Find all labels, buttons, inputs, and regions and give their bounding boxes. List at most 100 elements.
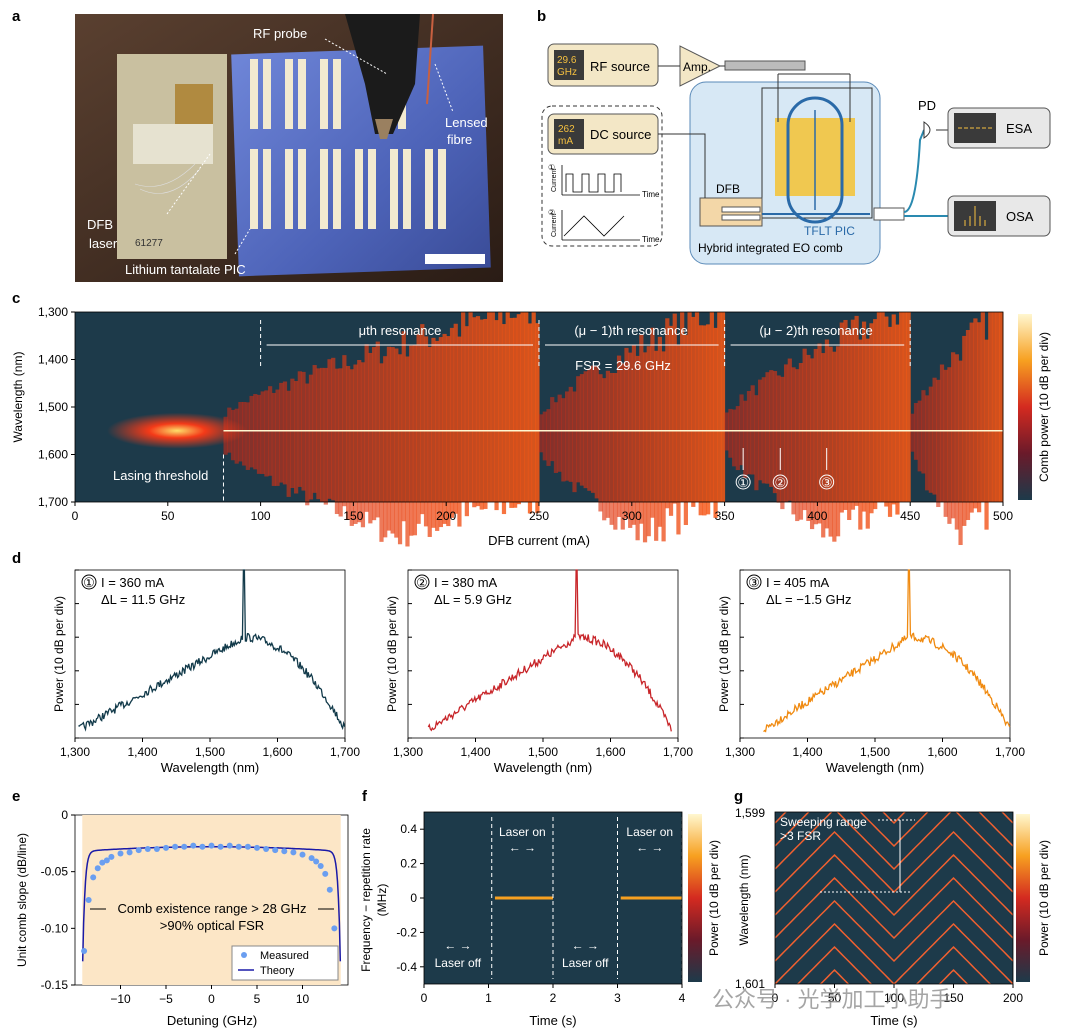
measured-point xyxy=(153,846,160,852)
time-label-2: Time xyxy=(642,235,660,244)
d-xtick: 1,700 xyxy=(330,745,360,759)
d-xtick: 1,600 xyxy=(595,745,625,759)
c-marker-label: ② xyxy=(774,475,786,490)
heatmap-column xyxy=(657,336,662,527)
measured-point xyxy=(126,849,133,856)
heatmap-column xyxy=(260,391,265,474)
heatmap-column xyxy=(509,317,514,508)
heatmap-column xyxy=(564,391,570,481)
d-current: I = 380 mA xyxy=(434,575,498,590)
heatmap-column xyxy=(490,312,495,502)
heatmap-column xyxy=(943,369,948,517)
measured-point xyxy=(272,847,279,854)
heatmap-column xyxy=(672,313,677,504)
heatmap-column xyxy=(397,354,403,545)
heatmap-column xyxy=(999,312,1004,502)
comb-line-trace xyxy=(775,812,1013,871)
d-xtick: 1,600 xyxy=(262,745,292,759)
mode2-marker: ② xyxy=(548,208,555,217)
heatmap-column xyxy=(275,389,280,486)
heatmap-column xyxy=(821,353,826,538)
label-lensed-2: fibre xyxy=(447,132,472,147)
heatmap-column xyxy=(297,371,302,487)
heatmap-column xyxy=(746,391,752,475)
laser-on-arrows: ← → xyxy=(636,841,663,855)
heatmap-column xyxy=(602,378,607,521)
heatmap-column xyxy=(453,323,458,514)
f-xtick: 0 xyxy=(421,991,428,1005)
d-marker-circle xyxy=(81,574,97,590)
panel-e-plot: 0 -0.05 -0.10 -0.15 −10 −5 0 5 10 Unit comb slop… xyxy=(15,808,349,1028)
dc-value-2: mA xyxy=(558,136,573,147)
heatmap-column xyxy=(958,360,963,546)
res1-label: μth resonance xyxy=(359,323,442,338)
heatmap-column xyxy=(988,312,993,502)
spectrum-line xyxy=(763,569,1011,733)
mode1-marker: ① xyxy=(548,163,555,172)
heatmap-column xyxy=(524,312,529,502)
heatmap-column xyxy=(750,385,755,475)
heatmap-column xyxy=(732,409,737,467)
heatmap-column xyxy=(431,337,436,528)
heatmap-column xyxy=(691,316,696,507)
heatmap-column xyxy=(427,346,432,537)
heatmap-column xyxy=(345,365,351,520)
heatmap-column xyxy=(665,318,670,509)
device-photo-drawing: RF probe Lensed fibre DFB laser Lithium … xyxy=(75,14,503,282)
heatmap-column xyxy=(282,381,288,485)
measured-point xyxy=(244,843,251,850)
d-ylabel: Power (10 dB per div) xyxy=(52,596,66,712)
heatmap-column xyxy=(613,372,618,530)
setup-schematic: 29.6 GHz RF source Amp. DFB TFLT PIC Hyb… xyxy=(541,43,1051,265)
measured-point xyxy=(181,843,188,850)
spectrum-panel: 1,300 1,400 1,500 1,600 1,700 Wavelength (nm)… xyxy=(52,569,360,775)
e-ytick: 0 xyxy=(61,808,68,822)
heatmap-column xyxy=(680,312,685,502)
heatmap-column xyxy=(995,312,1000,502)
heatmap-column xyxy=(947,367,952,524)
heatmap-column xyxy=(977,322,982,513)
heatmap-column xyxy=(936,379,941,508)
f-xlabel: Time (s) xyxy=(529,1013,576,1028)
heatmap-column xyxy=(910,413,915,452)
pd-label: PD xyxy=(918,98,936,113)
heatmap-column xyxy=(579,374,585,486)
e-note1: Comb existence range > 28 GHz xyxy=(118,901,307,916)
heatmap-column xyxy=(561,398,566,482)
c-xtick: 500 xyxy=(993,509,1013,523)
heatmap-column xyxy=(479,319,484,510)
measured-point xyxy=(299,851,306,858)
heatmap-column xyxy=(271,392,276,486)
c-ytick: 1,300 xyxy=(38,305,68,319)
measured-point xyxy=(208,842,215,849)
heatmap-column xyxy=(661,351,666,542)
label-lensed-1: Lensed xyxy=(445,115,488,130)
heatmap-column xyxy=(758,379,763,481)
comb-line-trace xyxy=(796,945,992,984)
d-detuning: ΔL = −1.5 GHz xyxy=(766,592,852,607)
heatmap-column xyxy=(461,312,466,502)
heatmap-column xyxy=(706,324,711,515)
heatmap-column xyxy=(286,390,291,497)
heatmap-column xyxy=(795,369,800,522)
panel-label-f: f xyxy=(362,788,367,805)
heatmap-column xyxy=(798,363,804,520)
heatmap-column xyxy=(294,380,299,494)
laser-off-label: Laser off xyxy=(435,956,482,970)
heatmap-column xyxy=(535,323,540,514)
panel-label-a: a xyxy=(12,8,21,25)
heatmap-column xyxy=(917,400,922,472)
heatmap-column xyxy=(349,369,354,526)
measured-point xyxy=(85,897,92,903)
heatmap-column xyxy=(568,386,573,482)
e-note2: >90% optical FSR xyxy=(160,918,264,933)
heatmap-column xyxy=(631,344,637,525)
rf-value-1: 29.6 xyxy=(557,55,577,66)
f-ytick: 0 xyxy=(410,891,417,905)
heatmap-column xyxy=(635,355,640,541)
current-label-1: Current xyxy=(551,169,558,192)
heatmap-column xyxy=(594,366,599,499)
heatmap-column xyxy=(494,320,499,511)
e-xlabel: Detuning (GHz) xyxy=(167,1013,257,1028)
measured-point xyxy=(144,846,151,852)
